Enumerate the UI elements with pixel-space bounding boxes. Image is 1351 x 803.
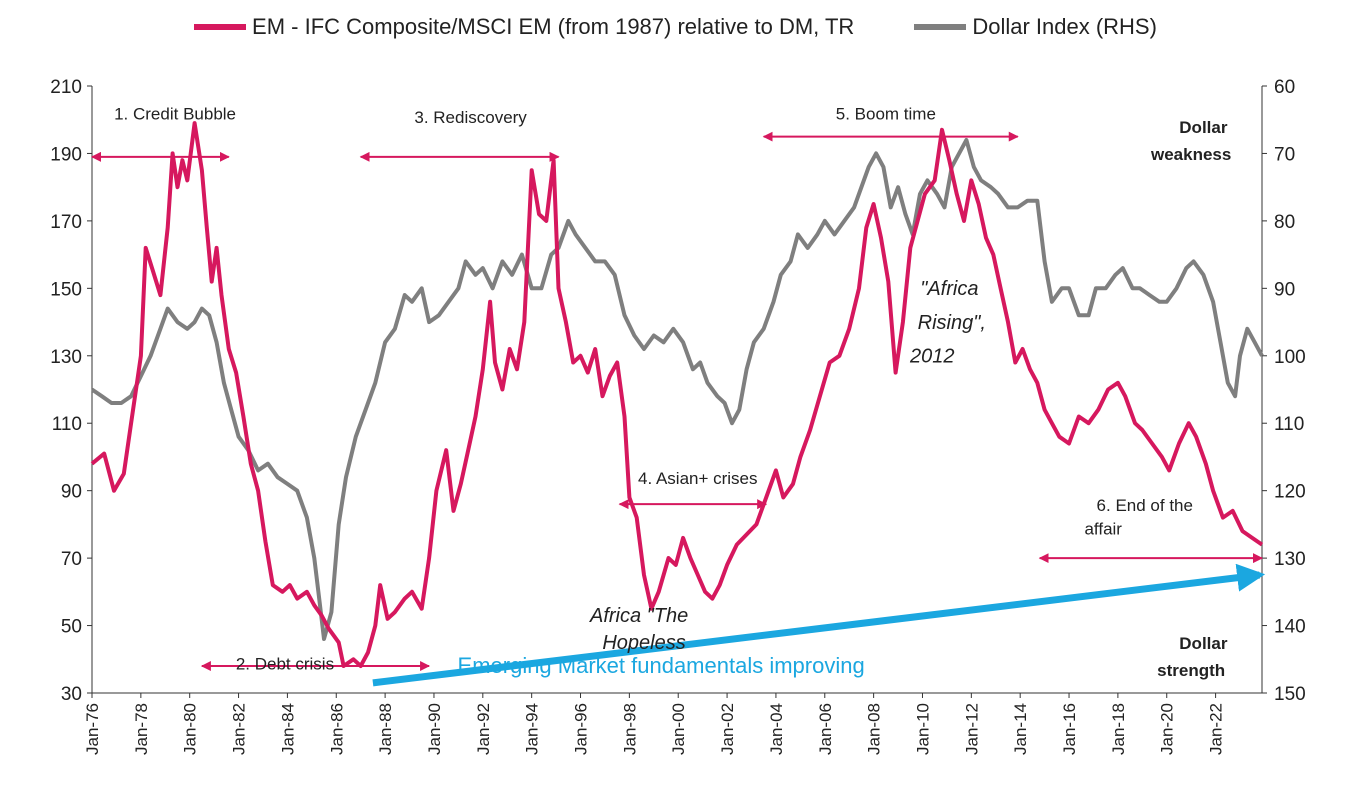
x-tick-label: Jan-78 [132,703,151,755]
x-tick-label: Jan-22 [1207,703,1226,755]
x-tick-label: Jan-94 [523,703,542,755]
annotation-label: Rising", [918,312,986,334]
y-left-tick-label: 210 [50,77,82,98]
x-tick-label: Jan-06 [816,703,835,755]
annotation-label: Emerging Market fundamentals improving [458,653,865,678]
x-tick-label: Jan-96 [572,703,591,755]
x-tick-label: Jan-98 [620,703,639,755]
y-right-tick-label: 150 [1274,684,1306,705]
x-tick-label: Jan-10 [913,703,932,755]
x-tick-label: Jan-86 [327,703,346,755]
annotation-label: 3. Rediscovery [414,108,527,127]
annotation-label: 4. Asian+ crises [638,469,758,488]
x-tick-label: Jan-84 [278,703,297,755]
y-left-tick-label: 170 [50,212,82,233]
x-tick-label: Jan-08 [865,703,884,755]
y-left-tick-label: 50 [61,617,82,638]
x-tick-label: Jan-76 [83,703,102,755]
annotation-label: Africa "The [589,605,688,627]
x-tick-label: Jan-00 [669,703,688,755]
x-tick-label: Jan-16 [1060,703,1079,755]
annotation-label: 5. Boom time [836,105,936,124]
y-left-tick-label: 130 [50,347,82,368]
legend-swatch-dollar [914,24,967,30]
x-tick-label: Jan-88 [376,703,395,755]
y-right-tick-label: 70 [1274,144,1295,165]
y-right-tick-label: 130 [1274,549,1306,570]
annotation-label: Dollar [1179,118,1228,137]
y-left-tick-label: 190 [50,144,82,165]
y-right-tick-label: 120 [1274,482,1306,503]
trend-arrow [372,563,1266,687]
legend-label-em: EM - IFC Composite/MSCI EM (from 1987) r… [252,14,855,39]
x-tick-label: Jan-02 [718,703,737,755]
x-tick-label: Jan-92 [474,703,493,755]
legend-swatch-em [194,24,247,30]
y-right-tick-label: 60 [1274,77,1295,98]
x-tick-label: Jan-04 [767,703,786,755]
x-tick-label: Jan-14 [1011,703,1030,755]
legend-item-em: EM - IFC Composite/MSCI EM (from 1987) r… [194,14,854,40]
annotation-label: "Africa [920,278,978,300]
x-tick-label: Jan-18 [1109,703,1128,755]
series-line-dollar-index [90,138,1264,641]
series-line-em-relative [90,121,1264,668]
y-left-tick-label: 30 [61,684,82,705]
x-tick-label: Jan-82 [230,703,249,755]
annotation-label: affair [1084,520,1122,539]
annotation-label: strength [1157,661,1225,680]
annotation-label: weakness [1150,145,1231,164]
y-right-tick-label: 140 [1274,617,1306,638]
y-right-tick-label: 80 [1274,212,1295,233]
y-right-tick-label: 110 [1274,414,1304,435]
x-tick-label: Jan-90 [425,703,444,755]
annotation-label: 2. Debt crisis [236,654,334,673]
y-left-tick-label: 90 [61,482,82,503]
x-tick-label: Jan-20 [1158,703,1177,755]
y-right-tick-label: 90 [1274,279,1295,300]
annotation-label: 6. End of the [1097,496,1193,515]
annotation-label: Dollar [1179,634,1228,653]
y-right-tick-label: 100 [1274,347,1306,368]
x-tick-label: Jan-80 [181,703,200,755]
annotation-label: 1. Credit Bubble [114,105,236,124]
x-tick-label: Jan-12 [962,703,981,755]
legend: EM - IFC Composite/MSCI EM (from 1987) r… [0,14,1351,40]
annotation-label: 2012 [909,346,955,368]
y-left-tick-label: 150 [50,279,82,300]
legend-item-dollar: Dollar Index (RHS) [914,14,1157,40]
y-left-tick-label: 110 [52,414,82,435]
annotation-label: Hopeless [602,632,685,654]
y-left-tick-label: 70 [61,549,82,570]
legend-label-dollar: Dollar Index (RHS) [972,14,1157,39]
